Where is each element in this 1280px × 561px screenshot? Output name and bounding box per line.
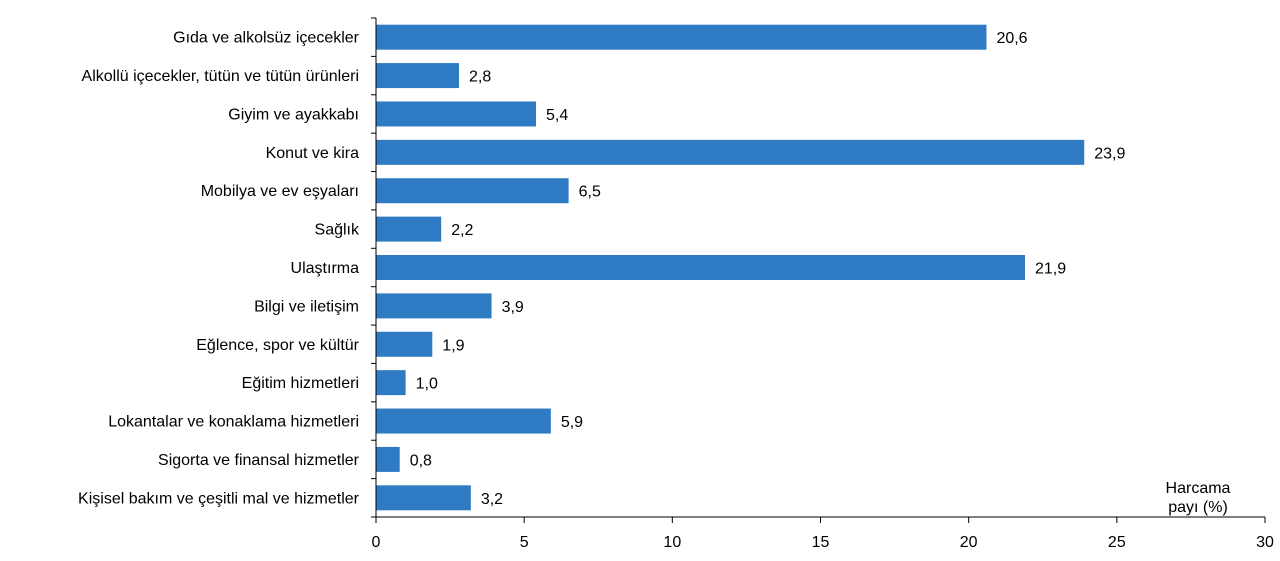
category-label: Mobilya ve ev eşyaları xyxy=(201,183,359,200)
x-tick-label: 0 xyxy=(372,534,381,551)
x-tick-label: 15 xyxy=(812,534,830,551)
category-label: Bilgi ve iletişim xyxy=(254,298,359,315)
value-label: 5,4 xyxy=(546,107,568,124)
bar-12 xyxy=(376,446,400,472)
value-label: 3,2 xyxy=(481,491,503,508)
bar-2 xyxy=(376,63,459,89)
x-axis-title-line2: payı (%) xyxy=(1168,499,1228,516)
value-label: 20,6 xyxy=(996,30,1027,47)
x-tick-label: 30 xyxy=(1256,534,1274,551)
category-label: Alkollü içecekler, tütün ve tütün ürünle… xyxy=(82,68,359,85)
category-label: Eğitim hizmetleri xyxy=(242,375,359,392)
bar-3 xyxy=(376,101,537,127)
category-label: Konut ve kira xyxy=(266,145,359,162)
x-tick-label: 25 xyxy=(1108,534,1126,551)
category-label: Sağlık xyxy=(315,222,360,239)
bar-6 xyxy=(376,216,442,242)
value-label: 6,5 xyxy=(579,184,601,201)
bar-13 xyxy=(376,485,471,511)
value-label: 1,9 xyxy=(442,337,464,354)
category-label: Lokantalar ve konaklama hizmetleri xyxy=(108,414,359,431)
category-label: Eğlence, spor ve kültür xyxy=(196,337,359,354)
value-label: 3,9 xyxy=(502,299,524,316)
bar-4 xyxy=(376,139,1085,165)
value-label: 23,9 xyxy=(1094,145,1125,162)
bar-7 xyxy=(376,255,1025,280)
value-labels-group: 20,6 2,8 5,4 23,9 6,5 2,2 21,9 3,9 1,9 1,0 5,9 0,8 3… xyxy=(410,30,1126,508)
value-label: 2,2 xyxy=(451,222,473,239)
axes-group: 0 5 10 15 20 25 30 xyxy=(371,17,1274,551)
category-label: Sigorta ve finansal hizmetler xyxy=(158,452,360,469)
category-label: Gıda ve alkolsüz içecekler xyxy=(173,30,360,47)
value-label: 21,9 xyxy=(1035,261,1066,278)
value-label: 1,0 xyxy=(416,376,438,393)
value-label: 0,8 xyxy=(410,452,432,469)
category-label: Giyim ve ayakkabı xyxy=(228,106,359,123)
bar-10 xyxy=(376,370,406,396)
bar-11 xyxy=(376,408,551,434)
category-labels-group: Gıda ve alkolsüz içecekler Alkollü içecek… xyxy=(78,30,360,508)
x-tick-label: 5 xyxy=(520,534,529,551)
bar-9 xyxy=(376,331,433,357)
x-tick-label: 20 xyxy=(960,534,978,551)
x-tick-label: 10 xyxy=(663,534,681,551)
bar-1 xyxy=(376,24,987,50)
category-label: Ulaştırma xyxy=(291,260,360,277)
bar-8 xyxy=(376,293,492,319)
value-label: 2,8 xyxy=(469,69,491,86)
bars-group xyxy=(376,24,1085,511)
bar-5 xyxy=(376,178,569,204)
value-label: 5,9 xyxy=(561,414,583,431)
category-label: Kişisel bakım ve çeşitli mal ve hizmetle… xyxy=(78,490,360,507)
x-axis-title-line1: Harcama xyxy=(1166,480,1231,497)
